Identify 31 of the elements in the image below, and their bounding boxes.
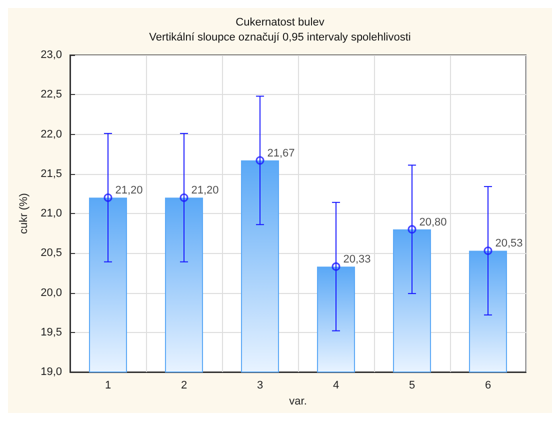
- data-label: 20,80: [419, 216, 447, 228]
- chart-subtitle: Vertikální sloupce označují 0,95 intervaly spolehlivosti: [149, 32, 411, 44]
- y-tick-label: 23,0: [40, 49, 62, 61]
- data-label: 20,53: [495, 238, 523, 250]
- y-tick-label: 19,0: [40, 366, 62, 378]
- x-tick-label: 4: [332, 380, 340, 392]
- x-tick-label: 3: [256, 380, 264, 392]
- data-label: 21,67: [267, 147, 295, 160]
- point: [408, 225, 416, 234]
- y-tick-label: 20,5: [40, 247, 62, 260]
- point: [256, 156, 264, 165]
- y-tick-label: 20,0: [40, 286, 62, 299]
- y-tick-label: 22,0: [40, 128, 62, 140]
- y-axis-title: cukr (%): [18, 193, 30, 234]
- x-tick-label: 6: [484, 380, 492, 392]
- data-label: 21,20: [115, 184, 143, 197]
- x-tick-label: 2: [180, 380, 188, 392]
- x-axis-title: var.: [289, 396, 307, 408]
- x-tick-label: 5: [408, 380, 416, 392]
- point: [180, 193, 188, 202]
- chart-title: Cukernatost bulev: [236, 16, 325, 28]
- y-tick-label: 21,5: [40, 168, 62, 180]
- y-tick-label: 21,0: [40, 208, 62, 220]
- y-tick-label: 22,5: [40, 88, 62, 101]
- point: [484, 246, 492, 255]
- data-label: 21,20: [191, 184, 219, 197]
- y-tick-label: 19,5: [40, 326, 62, 338]
- x-tick-label: 1: [104, 380, 112, 392]
- point: [104, 193, 112, 202]
- point: [332, 262, 340, 271]
- data-label: 20,33: [343, 254, 371, 266]
